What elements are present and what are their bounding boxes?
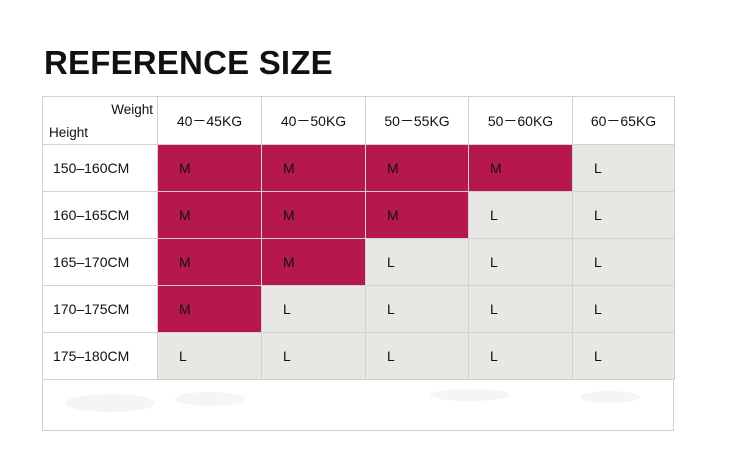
size-cell: M xyxy=(261,144,366,192)
weight-axis-label: Weight xyxy=(111,102,153,117)
row-header: 150–160CM xyxy=(42,144,158,192)
height-axis-label: Height xyxy=(49,125,89,140)
size-cell: L xyxy=(468,285,573,333)
size-cell: M xyxy=(261,191,366,239)
row-header: 170–175CM xyxy=(42,285,158,333)
row-header: 160–165CM xyxy=(42,191,158,239)
column-header: 40－45KG xyxy=(157,96,262,145)
size-cell: L xyxy=(365,332,469,380)
table-row: 165–170CM M M L L L xyxy=(42,238,675,286)
size-cell: L xyxy=(365,285,469,333)
row-header: 175–180CM xyxy=(42,332,158,380)
size-cell: M xyxy=(365,144,469,192)
size-cell: L xyxy=(261,332,366,380)
watermark-pattern xyxy=(65,389,640,412)
size-chart-table: Weight Height 40－45KG 40－50KG 50－55KG 50… xyxy=(42,96,675,380)
size-cell: L xyxy=(572,238,675,286)
header-row: Weight Height 40－45KG 40－50KG 50－55KG 50… xyxy=(42,96,675,145)
size-cell: L xyxy=(572,191,675,239)
column-header: 50－60KG xyxy=(468,96,573,145)
size-cell: L xyxy=(261,285,366,333)
size-cell: L xyxy=(572,144,675,192)
size-cell: L xyxy=(365,238,469,286)
size-cell: L xyxy=(572,332,675,380)
size-cell: L xyxy=(572,285,675,333)
column-header: 50－55KG xyxy=(365,96,469,145)
size-cell: M xyxy=(365,191,469,239)
page-title: REFERENCE SIZE xyxy=(44,44,333,81)
size-cell: M xyxy=(157,144,262,192)
column-header: 60－65KG xyxy=(572,96,675,145)
size-cell: M xyxy=(468,144,573,192)
size-cell: L xyxy=(468,191,573,239)
size-cell: M xyxy=(261,238,366,286)
row-header: 165–170CM xyxy=(42,238,158,286)
table-row: 160–165CM M M M L L xyxy=(42,191,675,239)
size-cell: M xyxy=(157,191,262,239)
corner-cell: Weight Height xyxy=(42,96,158,145)
column-header: 40－50KG xyxy=(261,96,366,145)
table-row: 170–175CM M L L L L xyxy=(42,285,675,333)
size-cell: L xyxy=(157,332,262,380)
size-cell: L xyxy=(468,238,573,286)
size-cell: M xyxy=(157,285,262,333)
size-cell: L xyxy=(468,332,573,380)
size-cell: M xyxy=(157,238,262,286)
table-row: 150–160CM M M M M L xyxy=(42,144,675,192)
table-row: 175–180CM L L L L L xyxy=(42,332,675,380)
